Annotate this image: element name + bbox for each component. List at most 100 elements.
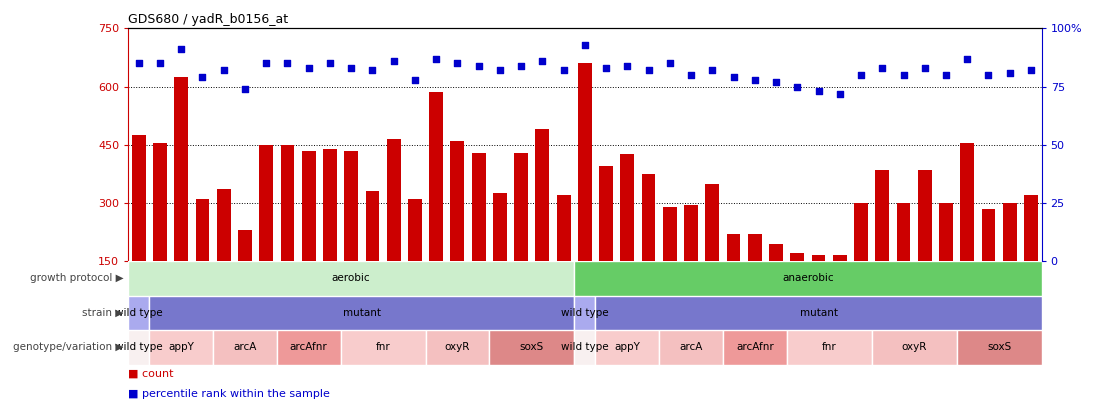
Bar bbox=[663, 207, 676, 261]
Text: growth protocol ▶: growth protocol ▶ bbox=[30, 273, 124, 283]
Text: arcA: arcA bbox=[233, 342, 256, 352]
Bar bbox=[684, 205, 698, 261]
Bar bbox=[960, 143, 974, 261]
Bar bbox=[489, 330, 574, 364]
Bar bbox=[747, 234, 762, 261]
Point bbox=[470, 62, 488, 69]
Point bbox=[852, 72, 870, 78]
Bar bbox=[620, 154, 634, 261]
Text: anaerobic: anaerobic bbox=[782, 273, 833, 283]
Bar bbox=[494, 193, 507, 261]
Point bbox=[321, 60, 339, 66]
Text: soxS: soxS bbox=[519, 342, 544, 352]
Point bbox=[682, 72, 700, 78]
Bar bbox=[769, 244, 783, 261]
Text: wild type: wild type bbox=[561, 342, 608, 352]
Point bbox=[534, 58, 551, 64]
Text: arcA: arcA bbox=[680, 342, 703, 352]
Point bbox=[958, 55, 976, 62]
Bar bbox=[153, 143, 167, 261]
Bar bbox=[128, 296, 149, 330]
Bar bbox=[426, 330, 489, 364]
Bar bbox=[705, 183, 720, 261]
Point bbox=[724, 74, 742, 81]
Point bbox=[449, 60, 467, 66]
Bar bbox=[642, 174, 655, 261]
Point bbox=[789, 83, 807, 90]
Text: strain ▶: strain ▶ bbox=[82, 308, 124, 318]
Point bbox=[916, 65, 934, 71]
Point bbox=[831, 90, 849, 97]
Point bbox=[130, 60, 148, 66]
Bar bbox=[149, 296, 574, 330]
Bar bbox=[557, 195, 570, 261]
Bar bbox=[323, 149, 336, 261]
Point bbox=[278, 60, 296, 66]
Text: oxyR: oxyR bbox=[444, 342, 470, 352]
Text: ■ percentile rank within the sample: ■ percentile rank within the sample bbox=[128, 389, 330, 399]
Point bbox=[384, 58, 402, 64]
Point bbox=[405, 76, 423, 83]
Bar bbox=[281, 145, 294, 261]
Point bbox=[576, 41, 594, 48]
Bar bbox=[876, 170, 889, 261]
Text: mutant: mutant bbox=[343, 308, 381, 318]
Text: appY: appY bbox=[168, 342, 194, 352]
Point bbox=[618, 62, 636, 69]
Text: aerobic: aerobic bbox=[332, 273, 371, 283]
Bar bbox=[450, 141, 465, 261]
Point bbox=[428, 55, 446, 62]
Text: mutant: mutant bbox=[800, 308, 838, 318]
Point bbox=[173, 46, 190, 53]
Point bbox=[1022, 67, 1039, 73]
Bar bbox=[1003, 203, 1017, 261]
Text: appY: appY bbox=[615, 342, 641, 352]
Point bbox=[1000, 69, 1018, 76]
Bar bbox=[260, 145, 273, 261]
Bar bbox=[471, 153, 486, 261]
Bar bbox=[918, 170, 931, 261]
Point bbox=[152, 60, 169, 66]
Bar bbox=[723, 330, 786, 364]
Bar bbox=[131, 135, 146, 261]
Text: arcAfnr: arcAfnr bbox=[736, 342, 774, 352]
Bar bbox=[196, 199, 209, 261]
Bar bbox=[939, 203, 952, 261]
Text: genotype/variation ▶: genotype/variation ▶ bbox=[13, 342, 124, 352]
Bar bbox=[429, 92, 443, 261]
Bar bbox=[344, 151, 358, 261]
Bar bbox=[515, 153, 528, 261]
Point bbox=[300, 65, 317, 71]
Text: wild type: wild type bbox=[115, 342, 163, 352]
Text: wild type: wild type bbox=[561, 308, 608, 318]
Point bbox=[236, 85, 254, 92]
Bar bbox=[302, 151, 315, 261]
Bar bbox=[833, 256, 847, 261]
Point bbox=[257, 60, 275, 66]
Point bbox=[703, 67, 721, 73]
Bar bbox=[574, 261, 1042, 296]
Bar bbox=[408, 199, 422, 261]
Bar bbox=[574, 330, 596, 364]
Bar bbox=[365, 191, 380, 261]
Bar bbox=[149, 330, 213, 364]
Point bbox=[363, 67, 381, 73]
Text: GDS680 / yadR_b0156_at: GDS680 / yadR_b0156_at bbox=[128, 13, 289, 26]
Bar bbox=[128, 330, 149, 364]
Text: soxS: soxS bbox=[987, 342, 1012, 352]
Point bbox=[810, 88, 828, 94]
Bar bbox=[659, 330, 723, 364]
Bar bbox=[536, 129, 549, 261]
Text: fnr: fnr bbox=[822, 342, 837, 352]
Point bbox=[979, 72, 997, 78]
Bar bbox=[812, 256, 825, 261]
Text: fnr: fnr bbox=[375, 342, 390, 352]
Bar bbox=[791, 254, 804, 261]
Bar bbox=[341, 330, 426, 364]
Bar bbox=[596, 296, 1042, 330]
Bar bbox=[897, 203, 910, 261]
Point bbox=[491, 67, 509, 73]
Text: arcAfnr: arcAfnr bbox=[290, 342, 328, 352]
Point bbox=[873, 65, 891, 71]
Bar bbox=[957, 330, 1042, 364]
